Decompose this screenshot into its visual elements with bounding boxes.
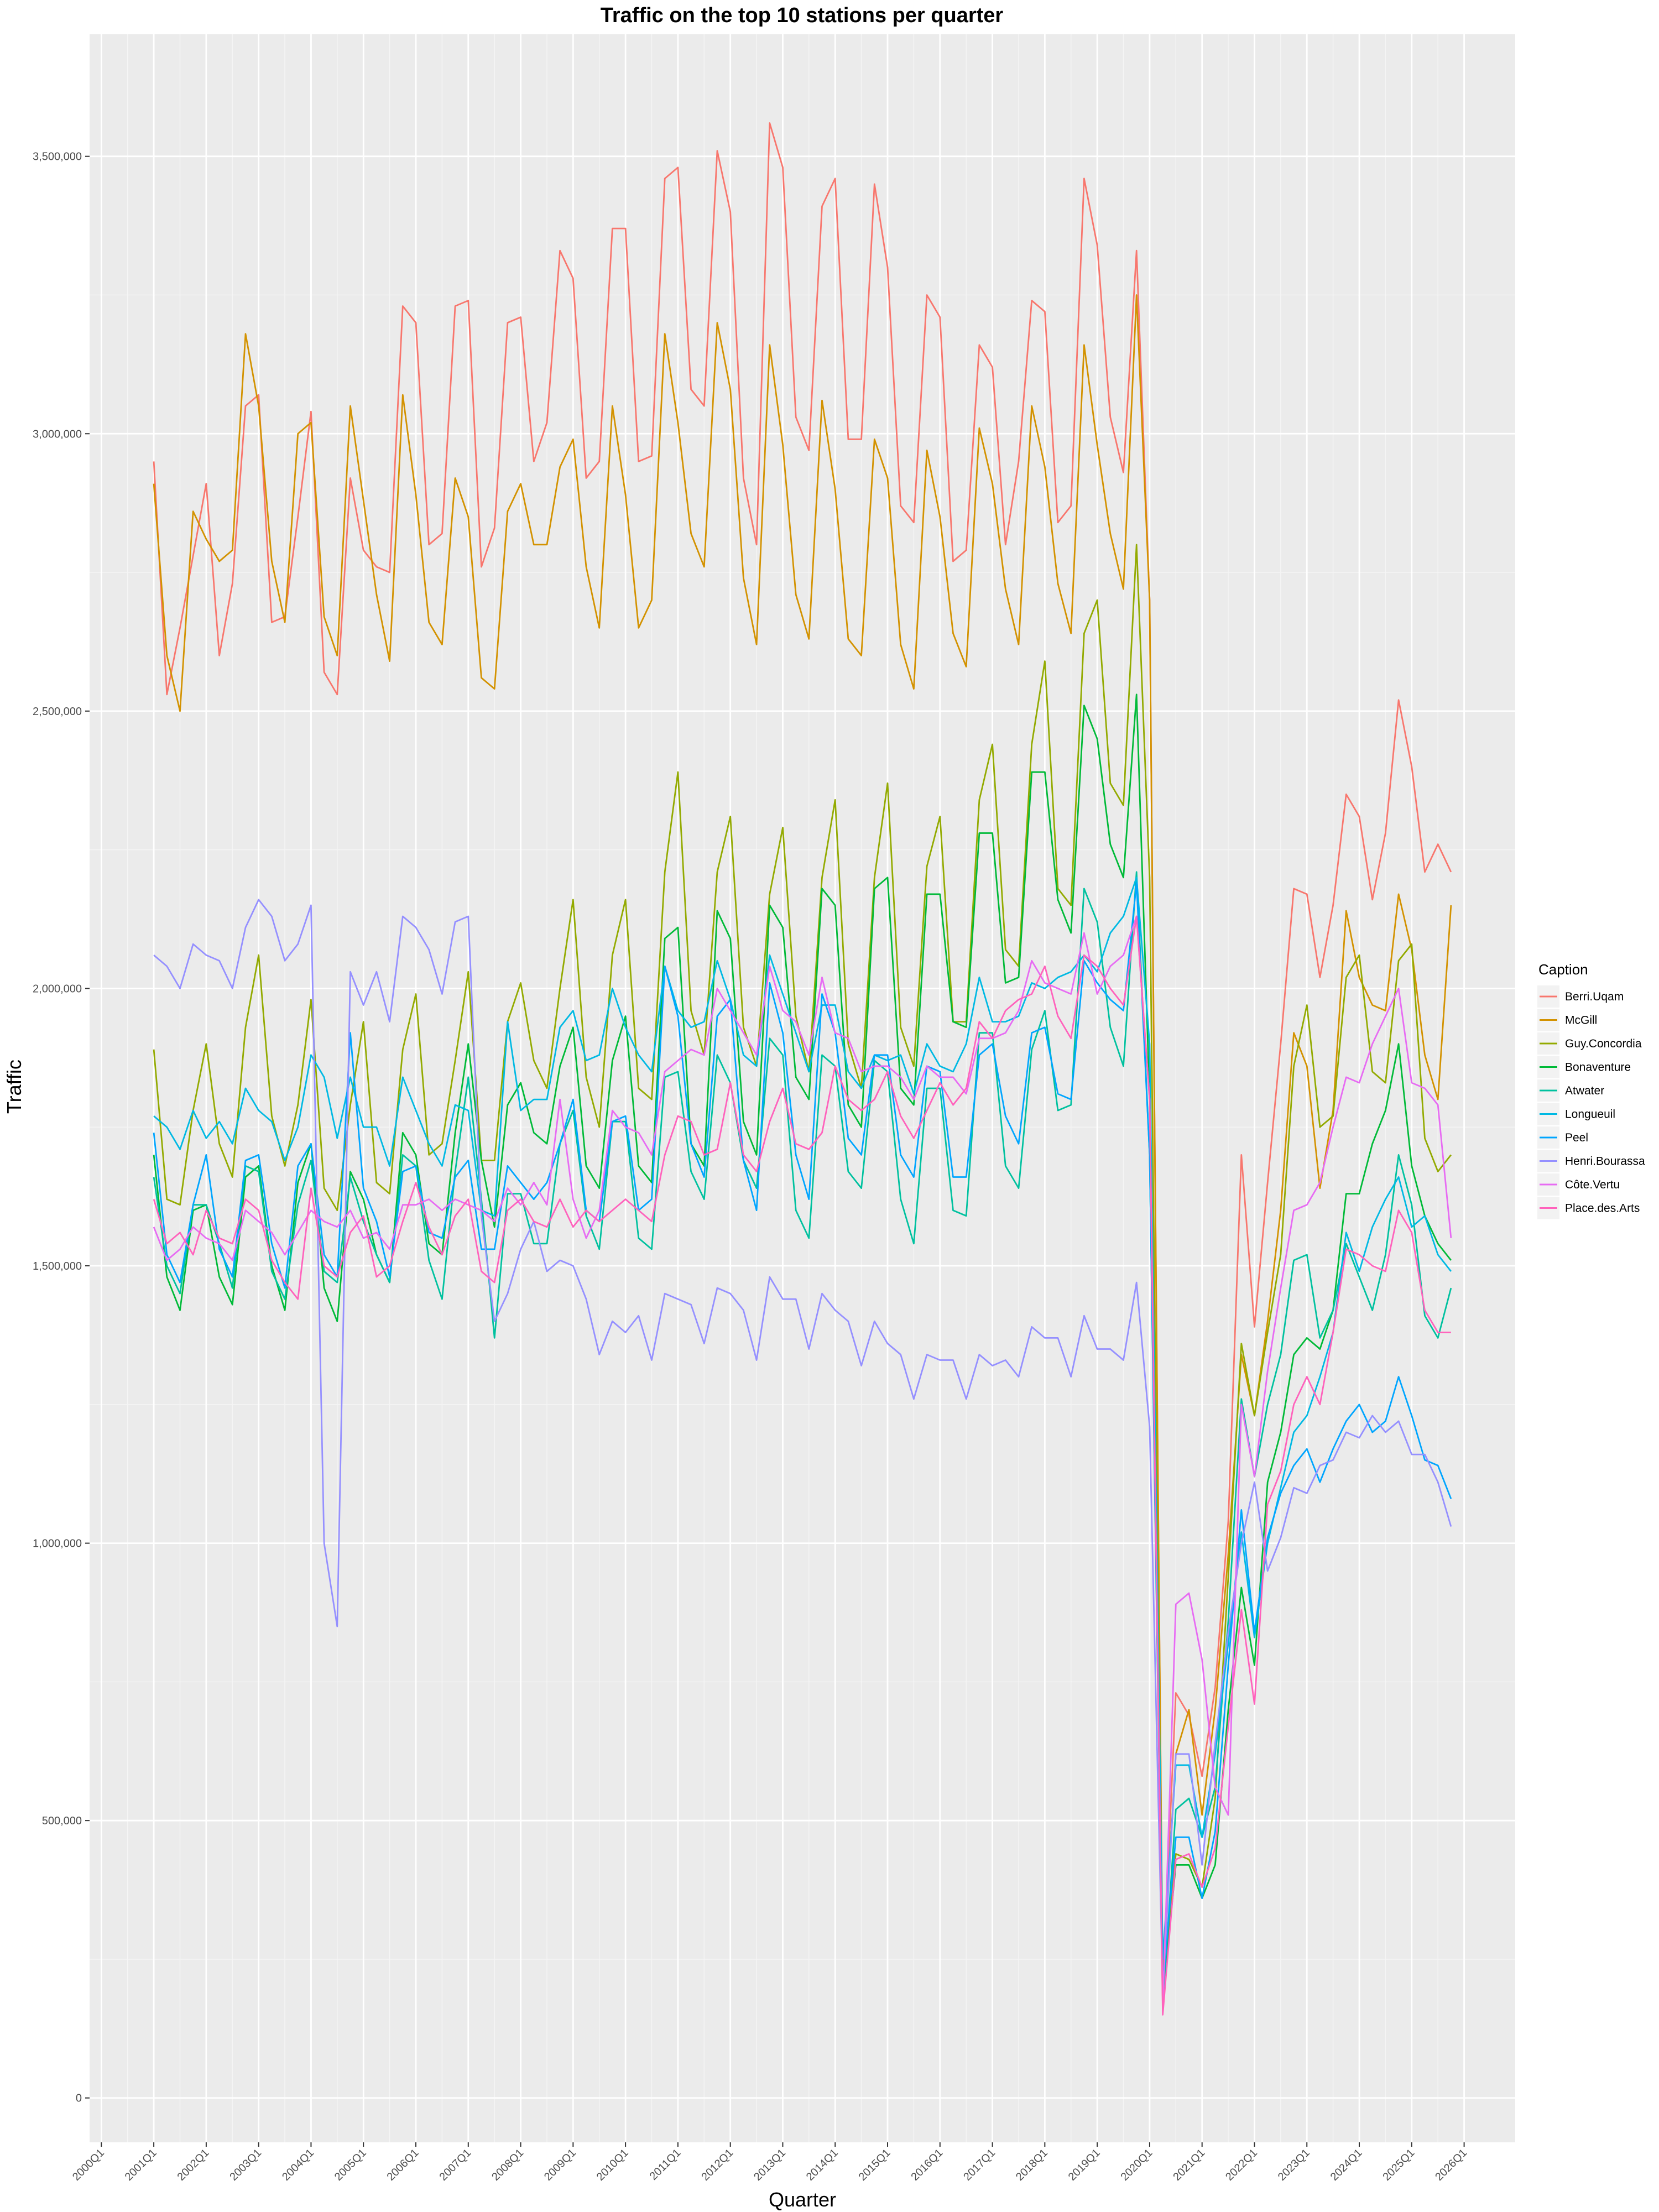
series-line-bonaventure <box>153 693 1452 1999</box>
legend: Caption Berri.Uqam McGill Guy.Concordia Bon… <box>1532 957 1645 1244</box>
chart-title: Traffic on the top 10 stations per quart… <box>601 4 1004 27</box>
series-lines <box>153 122 1452 2016</box>
series-line-atwater <box>153 871 1452 2005</box>
legend-label: Peel <box>1565 1131 1588 1144</box>
legend-label: Berri.Uqam <box>1565 990 1624 1003</box>
y-tick-label: 2,000,000 <box>33 983 82 995</box>
legend-label: McGill <box>1565 1014 1597 1027</box>
series-line-place-des-arts <box>153 915 1451 2016</box>
legend-label: Longueuil <box>1565 1108 1615 1121</box>
series-line-berri-uqam <box>153 122 1452 1988</box>
y-axis: 0 500,000 1,000,000 1,500,000 2,000,000 2,500… <box>33 151 90 2105</box>
legend-label: Atwater <box>1565 1084 1604 1097</box>
legend-label: Côte.Vertu <box>1565 1178 1620 1191</box>
y-tick-label: 3,000,000 <box>33 428 82 440</box>
gridlines <box>90 34 1515 2142</box>
y-tick-label: 1,500,000 <box>33 1260 82 1272</box>
legend-label: Place.des.Arts <box>1565 1202 1640 1215</box>
y-axis-title: Traffic <box>3 1060 25 1114</box>
y-tick-label: 0 <box>76 2093 82 2105</box>
series-line-c-te-vertu <box>153 915 1452 2010</box>
y-tick-label: 2,500,000 <box>33 706 82 718</box>
legend-label: Bonaventure <box>1565 1061 1631 1074</box>
series-line-guy-concordia <box>153 544 1452 1994</box>
legend-label: Guy.Concordia <box>1565 1037 1642 1050</box>
y-tick-label: 3,500,000 <box>33 151 82 163</box>
x-axis-title: Quarter <box>769 2188 836 2211</box>
y-tick-label: 500,000 <box>42 1815 82 1827</box>
legend-title: Caption <box>1538 961 1588 978</box>
legend-label: Henri.Bourassa <box>1565 1155 1645 1168</box>
y-tick-label: 1,000,000 <box>33 1538 82 1550</box>
